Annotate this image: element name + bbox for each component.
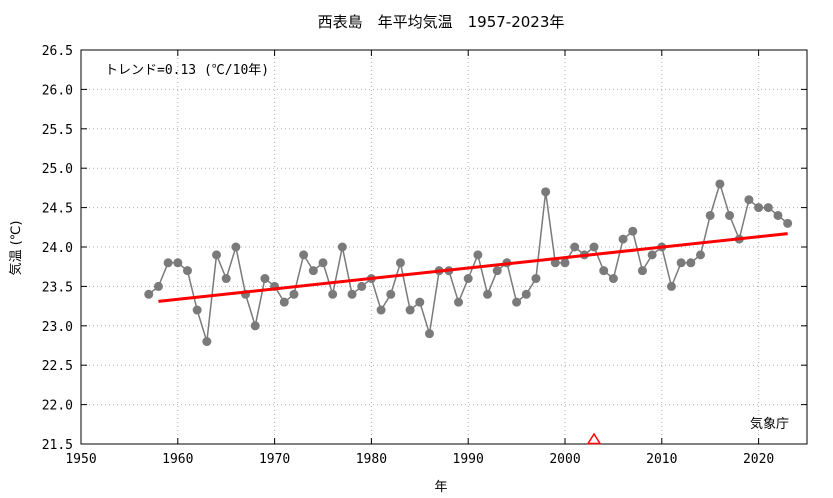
y-tick-label: 25.0 <box>42 162 73 177</box>
data-point <box>783 218 793 228</box>
series-group <box>144 179 793 347</box>
data-point <box>376 305 386 315</box>
y-tick-label: 26.5 <box>42 44 73 59</box>
data-point <box>512 297 522 307</box>
grid <box>81 50 807 444</box>
data-point <box>676 258 686 268</box>
x-tick-label: 2000 <box>549 452 580 467</box>
data-point <box>463 274 473 284</box>
data-point <box>599 266 609 276</box>
data-point <box>328 289 338 299</box>
data-point <box>260 274 270 284</box>
data-point <box>395 258 405 268</box>
data-point <box>337 242 347 252</box>
data-point <box>173 258 183 268</box>
y-axis: 21.5 22.0 22.5 23.0 23.5 24.0 24.5 25.0 25.5 26.0… <box>42 44 807 453</box>
x-tick-label: 1980 <box>356 452 387 467</box>
x-axis-label: 年 <box>434 480 447 495</box>
data-point <box>279 297 289 307</box>
data-point <box>725 210 735 220</box>
data-point <box>424 329 434 339</box>
x-tick-label: 1970 <box>259 452 290 467</box>
y-tick-label: 22.0 <box>42 399 73 414</box>
data-point <box>570 242 580 252</box>
y-tick-label: 22.5 <box>42 359 73 374</box>
source-label: 気象庁 <box>750 416 789 432</box>
data-point <box>405 305 415 315</box>
data-point <box>628 226 638 236</box>
data-point <box>618 234 628 244</box>
data-point <box>144 289 154 299</box>
data-point <box>318 258 328 268</box>
data-point <box>212 250 222 260</box>
data-point <box>202 337 212 347</box>
data-point <box>192 305 202 315</box>
data-point <box>608 274 618 284</box>
event-marker-group <box>586 432 602 445</box>
data-point <box>666 281 676 291</box>
data-point <box>347 289 357 299</box>
data-point <box>705 210 715 220</box>
data-point <box>696 250 706 260</box>
chart-title: 西表島 年平均気温 1957-2023年 <box>318 13 565 31</box>
x-tick-label: 2020 <box>743 452 774 467</box>
data-point <box>647 250 657 260</box>
data-point <box>299 250 309 260</box>
x-tick-label: 1960 <box>162 452 193 467</box>
y-tick-label: 23.0 <box>42 320 73 335</box>
data-point <box>231 242 241 252</box>
data-point <box>541 187 551 197</box>
data-point <box>483 289 493 299</box>
data-point <box>163 258 173 268</box>
trend-line <box>158 232 788 303</box>
data-point <box>686 258 696 268</box>
data-point <box>492 266 502 276</box>
y-tick-label: 24.0 <box>42 241 73 256</box>
data-point <box>357 281 367 291</box>
data-point <box>763 203 773 213</box>
data-point <box>521 289 531 299</box>
y-tick-label: 23.5 <box>42 280 73 295</box>
x-tick-label: 1950 <box>65 452 96 467</box>
y-axis-label: 気温 (℃) <box>8 221 24 276</box>
data-point <box>250 321 260 331</box>
data-point <box>221 274 231 284</box>
data-point <box>744 195 754 205</box>
data-point <box>560 258 570 268</box>
data-point <box>754 203 764 213</box>
y-tick-label: 24.5 <box>42 202 73 217</box>
data-point <box>454 297 464 307</box>
data-point <box>637 266 647 276</box>
trend-annotation: トレンド=0.13 (℃/10年) <box>105 63 269 78</box>
x-tick-label: 1990 <box>453 452 484 467</box>
trend-group <box>158 232 788 303</box>
data-point <box>153 281 163 291</box>
data-point <box>715 179 725 189</box>
x-tick-label: 2010 <box>646 452 677 467</box>
data-point <box>531 274 541 284</box>
event-marker-triangle <box>586 432 602 445</box>
data-point <box>289 289 299 299</box>
data-point <box>182 266 192 276</box>
y-tick-label: 21.5 <box>42 438 73 453</box>
data-point <box>773 210 783 220</box>
data-point <box>473 250 483 260</box>
y-tick-label: 26.0 <box>42 83 73 98</box>
data-point <box>415 297 425 307</box>
data-point <box>589 242 599 252</box>
data-point <box>308 266 318 276</box>
y-tick-label: 25.5 <box>42 123 73 138</box>
data-point <box>550 258 560 268</box>
x-axis: 1950 1960 1970 1980 1990 2000 2010 2020 <box>65 50 774 467</box>
data-point <box>386 289 396 299</box>
